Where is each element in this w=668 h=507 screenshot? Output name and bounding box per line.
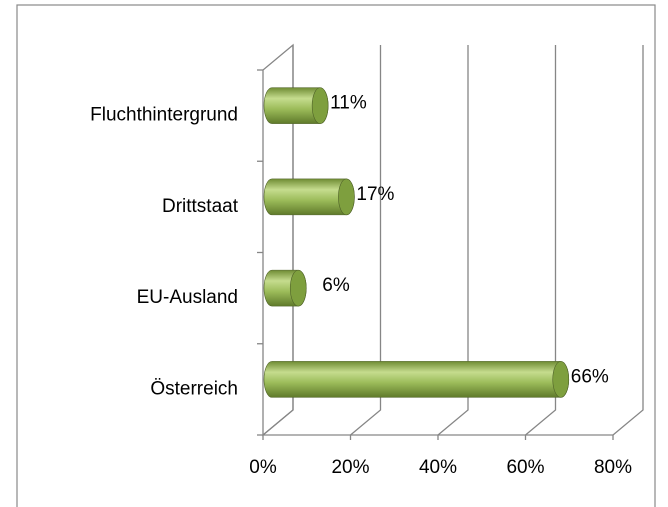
category-label: Fluchthintergrund (90, 105, 238, 126)
x-tick-label: 40% (419, 457, 457, 478)
bar-cap (338, 178, 355, 216)
x-tick-label: 20% (331, 457, 369, 478)
value-label: 11% (330, 93, 367, 114)
category-label: Drittstaat (162, 196, 239, 217)
grid-line (525, 45, 557, 436)
grid-line (437, 45, 469, 436)
bar (263, 361, 570, 398)
chart-frame (16, 4, 656, 507)
x-tick-label: 0% (249, 457, 277, 478)
bar-cap (552, 361, 570, 398)
x-tick-label: 60% (506, 457, 544, 478)
value-label: 17% (356, 184, 394, 205)
bar-cap (311, 87, 329, 124)
grid-line (262, 45, 294, 436)
category-label: Österreich (150, 378, 238, 399)
bar-cap (289, 269, 307, 307)
grid-line (350, 45, 382, 436)
category-label: EU-Ausland (137, 287, 238, 308)
value-label: 66% (571, 366, 609, 387)
value-label: 6% (322, 275, 350, 296)
x-tick-label: 80% (594, 457, 632, 478)
grid-line (612, 45, 644, 436)
